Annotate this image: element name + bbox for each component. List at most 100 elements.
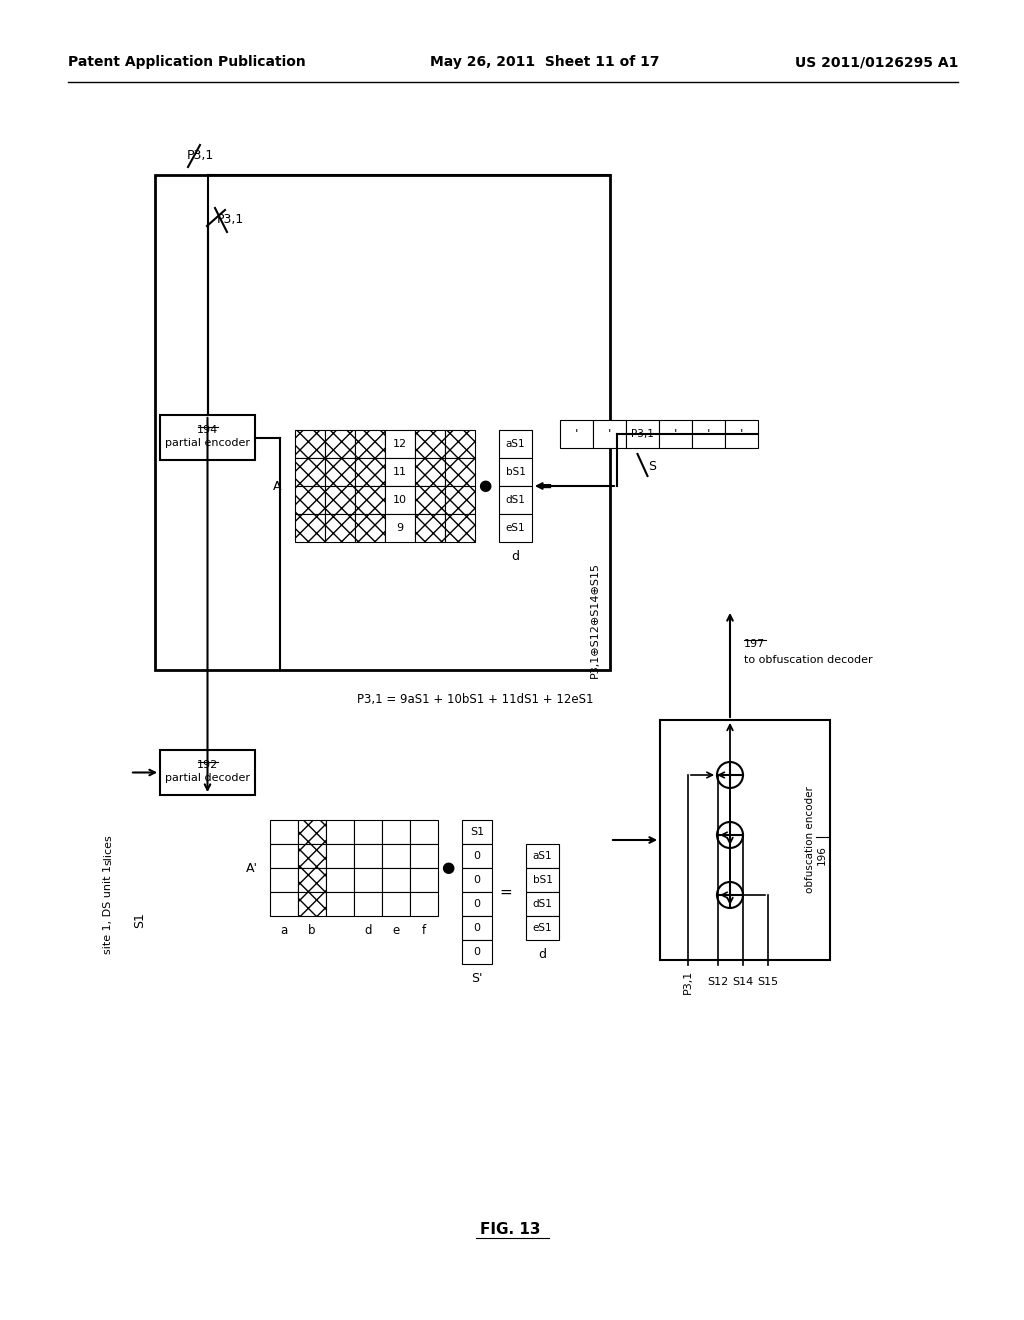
Bar <box>462 820 492 843</box>
Bar <box>325 430 355 458</box>
Text: a: a <box>281 924 288 936</box>
Bar <box>410 820 438 843</box>
Bar <box>295 430 325 458</box>
Text: bS1: bS1 <box>506 467 525 477</box>
Text: d: d <box>365 924 372 936</box>
Text: P3,1: P3,1 <box>631 429 654 440</box>
Text: 10: 10 <box>393 495 407 506</box>
Text: S12: S12 <box>708 977 729 987</box>
Text: US 2011/0126295 A1: US 2011/0126295 A1 <box>795 55 958 69</box>
Text: ●: ● <box>478 479 492 494</box>
Text: ': ' <box>707 428 711 441</box>
Text: A: A <box>272 479 282 492</box>
Bar <box>298 843 326 869</box>
Bar <box>462 940 492 964</box>
Bar <box>270 869 298 892</box>
Bar <box>445 513 475 543</box>
Text: aS1: aS1 <box>506 440 525 449</box>
Bar <box>560 420 593 447</box>
Bar <box>725 420 758 447</box>
Bar <box>462 869 492 892</box>
Text: ': ' <box>608 428 611 441</box>
Bar <box>415 513 445 543</box>
Bar <box>295 513 325 543</box>
Bar <box>298 820 326 843</box>
Bar <box>295 458 325 486</box>
Text: ': ' <box>674 428 677 441</box>
Bar <box>415 458 445 486</box>
Text: 0: 0 <box>473 946 480 957</box>
Text: eS1: eS1 <box>532 923 552 933</box>
Text: S: S <box>648 459 656 473</box>
Text: 0: 0 <box>473 851 480 861</box>
Bar <box>626 420 659 447</box>
Text: d: d <box>539 948 547 961</box>
Text: 12: 12 <box>393 440 408 449</box>
Bar <box>354 820 382 843</box>
Text: P3,1: P3,1 <box>683 970 693 994</box>
Text: S1: S1 <box>470 828 484 837</box>
Text: dS1: dS1 <box>532 899 552 909</box>
Text: b: b <box>308 924 315 936</box>
Text: 0: 0 <box>473 875 480 884</box>
Bar <box>659 420 692 447</box>
Bar <box>410 869 438 892</box>
Bar <box>499 513 532 543</box>
Bar <box>593 420 626 447</box>
Text: 11: 11 <box>393 467 407 477</box>
Bar <box>385 430 415 458</box>
Text: S15: S15 <box>758 977 778 987</box>
Bar <box>295 486 325 513</box>
Bar <box>410 892 438 916</box>
Text: 192: 192 <box>197 760 218 770</box>
Bar <box>355 430 385 458</box>
Text: bS1: bS1 <box>532 875 552 884</box>
Bar <box>354 843 382 869</box>
Text: A': A' <box>246 862 258 874</box>
Bar <box>382 892 410 916</box>
Text: 9: 9 <box>396 523 403 533</box>
Bar <box>526 869 559 892</box>
Bar <box>325 458 355 486</box>
Bar <box>415 430 445 458</box>
Bar <box>160 750 255 795</box>
Bar <box>526 916 559 940</box>
Bar <box>445 430 475 458</box>
Bar <box>355 458 385 486</box>
Bar <box>354 869 382 892</box>
Bar <box>526 843 559 869</box>
Text: P3,1: P3,1 <box>186 149 214 161</box>
Bar <box>382 820 410 843</box>
Bar <box>382 869 410 892</box>
Bar <box>445 458 475 486</box>
Bar <box>382 843 410 869</box>
Text: P3,1 = 9aS1 + 10bS1 + 11dS1 + 12eS1: P3,1 = 9aS1 + 10bS1 + 11dS1 + 12eS1 <box>356 693 593 706</box>
Text: =: = <box>540 479 552 494</box>
Bar <box>270 843 298 869</box>
Bar <box>499 430 532 458</box>
Text: aS1: aS1 <box>532 851 552 861</box>
Bar <box>660 719 830 960</box>
Bar <box>355 486 385 513</box>
Text: eS1: eS1 <box>506 523 525 533</box>
Bar <box>326 869 354 892</box>
Bar <box>326 820 354 843</box>
Text: ': ' <box>739 428 743 441</box>
Text: to obfuscation decoder: to obfuscation decoder <box>744 655 872 665</box>
Text: 0: 0 <box>473 923 480 933</box>
Text: P3,1: P3,1 <box>216 214 244 227</box>
Bar <box>445 486 475 513</box>
Bar <box>160 414 255 459</box>
Text: S14: S14 <box>732 977 754 987</box>
Bar <box>385 458 415 486</box>
Text: ': ' <box>574 428 579 441</box>
Text: P3,1⊕S12⊕S14⊕S15: P3,1⊕S12⊕S14⊕S15 <box>590 562 600 678</box>
Text: ●: ● <box>441 861 455 875</box>
Bar <box>415 486 445 513</box>
Text: =: = <box>500 884 512 899</box>
Bar <box>270 820 298 843</box>
Bar <box>499 458 532 486</box>
Text: 194: 194 <box>197 425 218 436</box>
Text: dS1: dS1 <box>506 495 525 506</box>
Text: S': S' <box>471 972 482 985</box>
